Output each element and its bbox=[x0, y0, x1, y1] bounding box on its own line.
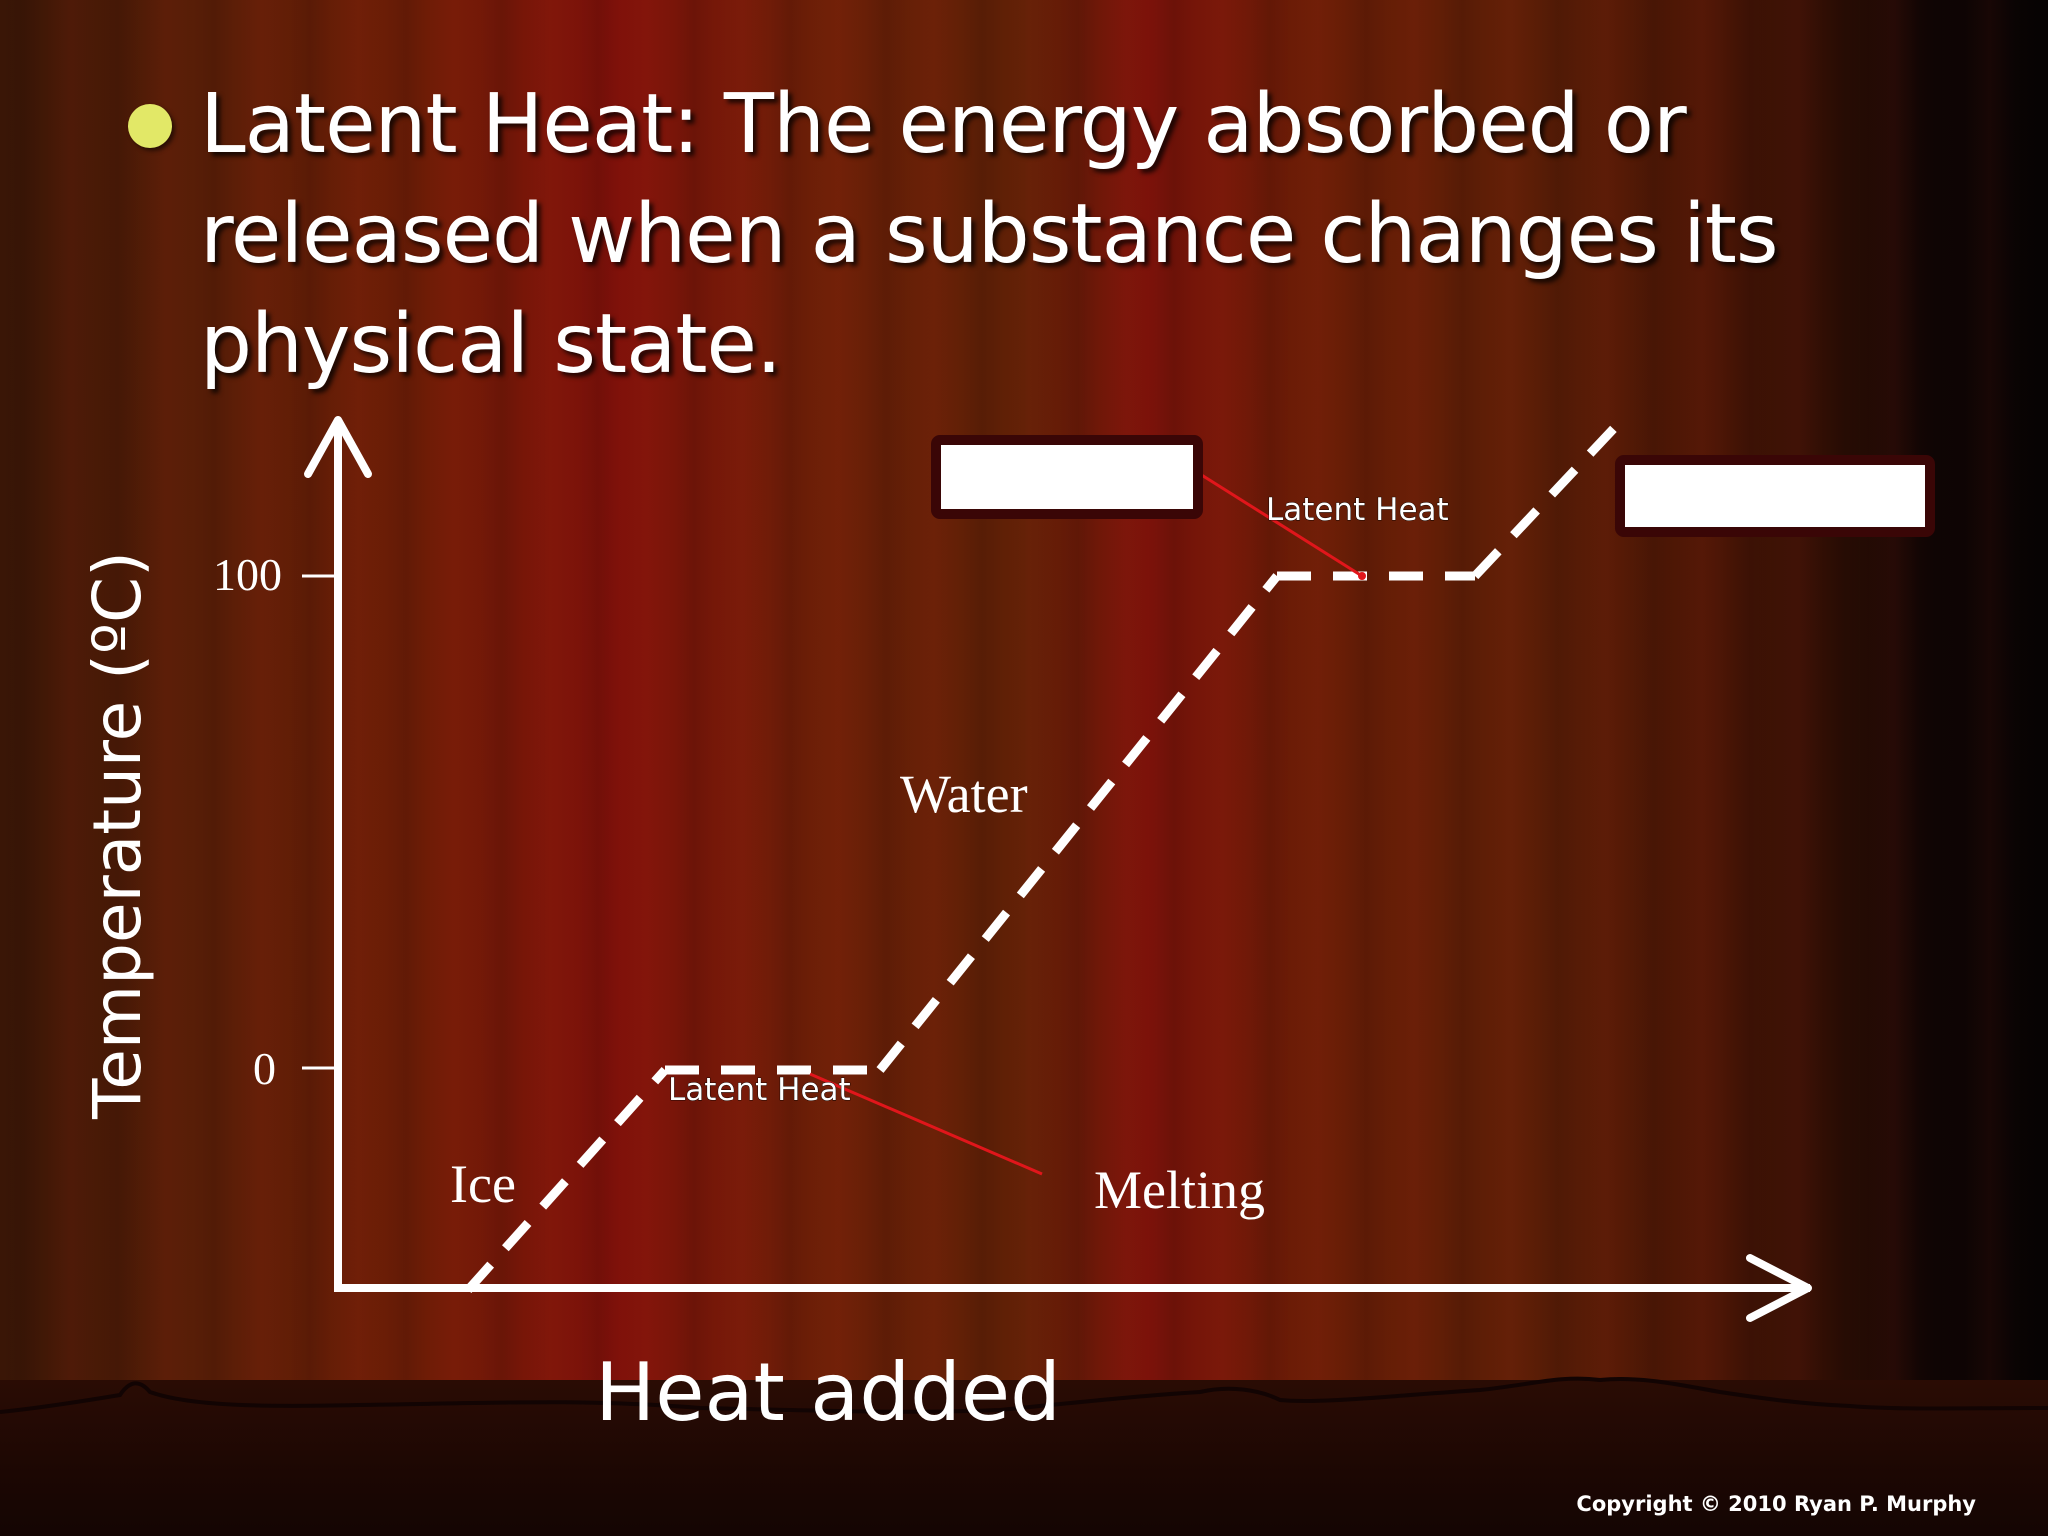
x-axis-arrowhead bbox=[1746, 1254, 1812, 1322]
y-axis-label: Temperature (ºC) bbox=[79, 551, 156, 1120]
blank-box-right bbox=[1615, 455, 1935, 537]
bullet-line-2: released when a substance changes its bbox=[200, 187, 1779, 282]
latent-heat-label-boiling: Latent Heat bbox=[1266, 492, 1449, 528]
y-axis-arrowhead bbox=[304, 416, 372, 478]
latent-heat-label-melting: Latent Heat bbox=[668, 1072, 851, 1108]
water-heating-segment bbox=[876, 573, 1281, 1073]
bullet-text: Latent Heat: The energy absorbed or rele… bbox=[200, 70, 1820, 400]
stage-silhouette bbox=[0, 1376, 2048, 1414]
blank-box-left bbox=[931, 435, 1203, 519]
copyright-notice: Copyright © 2010 Ryan P. Murphy bbox=[1576, 1492, 1976, 1516]
boiling-pointer-dot bbox=[1358, 572, 1366, 580]
ice-heating-segment bbox=[464, 1066, 669, 1294]
ice-label: Ice bbox=[450, 1154, 516, 1214]
y-tick-label-100: 100 bbox=[213, 549, 282, 600]
boiling-pointer-line bbox=[1199, 472, 1363, 578]
steam-heating-segment bbox=[1471, 420, 1622, 580]
bullet-line-1: Latent Heat: The energy absorbed or bbox=[200, 77, 1687, 172]
melting-label: Melting bbox=[1094, 1160, 1265, 1220]
x-axis-label: Heat added bbox=[595, 1346, 1061, 1439]
bullet-line-3: physical state. bbox=[200, 297, 782, 392]
bullet-icon bbox=[128, 104, 172, 148]
y-tick-label-0: 0 bbox=[253, 1043, 276, 1094]
water-label: Water bbox=[900, 764, 1028, 824]
melting-pointer-line bbox=[809, 1072, 1043, 1176]
